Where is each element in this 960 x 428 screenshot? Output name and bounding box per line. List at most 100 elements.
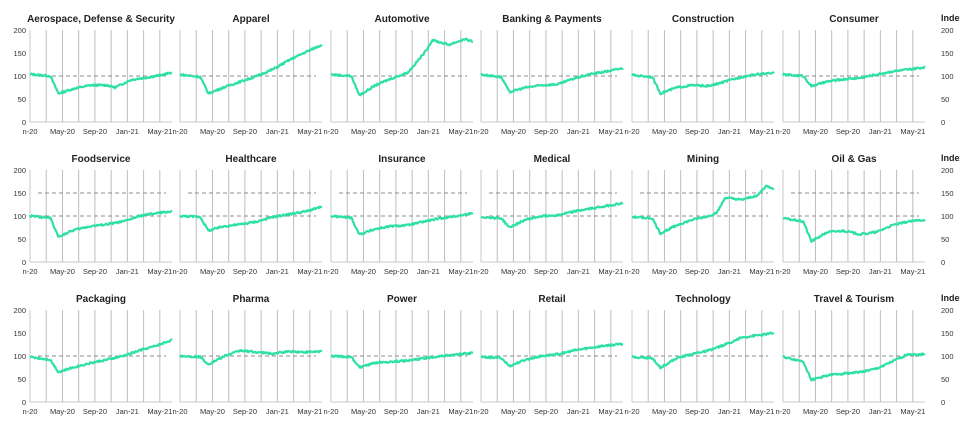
- x-tick-label: Sep-20: [685, 407, 709, 416]
- sector-panel: Technology n-20 May-20 Sep-20 Jan-21 May-21: [624, 294, 775, 416]
- series-line: [330, 37, 474, 97]
- x-tick-label: n-20: [323, 127, 338, 136]
- x-tick-label: Jan-21: [116, 407, 139, 416]
- x-tick-label: May-21: [598, 407, 623, 416]
- series-line: [29, 210, 173, 238]
- x-tick-label: n-20: [323, 407, 338, 416]
- series-line: [480, 201, 624, 229]
- index-axis-title: Index: [941, 293, 960, 303]
- x-tick-label: May-21: [598, 127, 623, 136]
- x-tick-label: May-21: [448, 407, 473, 416]
- x-tick-label: May-20: [351, 267, 376, 276]
- sector-panel: Oil & Gas n-20 May-20 Sep-20 Jan-21 May-21 0 50…: [775, 153, 960, 276]
- panel-title: Travel & Tourism: [814, 294, 895, 305]
- x-tick-label: May-20: [50, 407, 75, 416]
- x-tick-label: May-20: [652, 127, 677, 136]
- sector-panel: Insurance n-20 May-20 Sep-20 Jan-21 May-21: [323, 154, 474, 276]
- x-tick-label: n-20: [172, 127, 187, 136]
- x-tick-label: n-20: [22, 267, 37, 276]
- sector-panel: Retail n-20 May-20 Sep-20 Jan-21 May-21: [473, 294, 623, 416]
- x-tick-label: May-20: [50, 127, 75, 136]
- x-tick-label: Sep-20: [83, 127, 107, 136]
- series-line: [179, 43, 323, 95]
- x-tick-label: n-20: [473, 127, 488, 136]
- x-tick-label: Sep-20: [233, 407, 257, 416]
- x-tick-label: Sep-20: [534, 267, 558, 276]
- y-tick-label-right: 100: [941, 72, 954, 81]
- x-tick-label: Jan-21: [869, 267, 892, 276]
- series-line: [330, 212, 474, 236]
- x-tick-label: Sep-20: [384, 267, 408, 276]
- y-tick-label-right: 200: [941, 166, 954, 175]
- x-tick-label: Jan-21: [116, 267, 139, 276]
- x-tick-label: May-21: [297, 267, 322, 276]
- y-tick-label-right: 150: [941, 189, 954, 198]
- sector-panel: Medical n-20 May-20 Sep-20 Jan-21 May-21: [473, 154, 624, 276]
- x-tick-label: n-20: [775, 407, 790, 416]
- series-line: [782, 216, 926, 243]
- sector-panel: Aerospace, Defense & Security n-20 May-20 S…: [13, 14, 175, 136]
- x-tick-label: Sep-20: [83, 407, 107, 416]
- y-tick-label-right: 0: [941, 398, 945, 407]
- x-tick-label: May-21: [900, 407, 925, 416]
- x-tick-label: Sep-20: [534, 407, 558, 416]
- series-line: [29, 71, 173, 95]
- x-tick-label: Jan-21: [266, 267, 289, 276]
- x-tick-label: May-20: [351, 407, 376, 416]
- x-tick-label: Sep-20: [384, 407, 408, 416]
- x-tick-label: May-20: [50, 267, 75, 276]
- index-axis-title: Index: [941, 13, 960, 23]
- y-tick-label: 50: [18, 95, 26, 104]
- series-line: [631, 71, 775, 96]
- panel-title: Retail: [538, 294, 565, 305]
- x-tick-label: Sep-20: [836, 267, 860, 276]
- panel-title: Banking & Payments: [502, 14, 602, 25]
- x-tick-label: May-20: [501, 127, 526, 136]
- series-line: [330, 351, 474, 369]
- x-tick-label: n-20: [323, 267, 338, 276]
- x-tick-label: n-20: [624, 407, 639, 416]
- x-tick-label: May-20: [200, 267, 225, 276]
- series-line: [480, 342, 624, 368]
- y-tick-label: 200: [13, 306, 26, 315]
- x-tick-label: May-20: [803, 267, 828, 276]
- sector-panel: Travel & Tourism n-20 May-20 Sep-20 Jan-21 Ma…: [775, 293, 960, 416]
- panel-title: Healthcare: [225, 154, 277, 165]
- index-axis-title: Index: [941, 153, 960, 163]
- x-tick-label: n-20: [172, 407, 187, 416]
- sector-panel: Banking & Payments n-20 May-20 Sep-20 Jan-21…: [473, 14, 624, 136]
- sector-panel: Apparel n-20 May-20 Sep-20 Jan-21 May-21: [172, 14, 323, 136]
- panel-title: Medical: [534, 154, 571, 165]
- y-tick-label: 150: [13, 49, 26, 58]
- panel-title: Insurance: [378, 154, 426, 165]
- y-tick-label: 100: [13, 212, 26, 221]
- x-tick-label: May-20: [652, 407, 677, 416]
- series-line: [782, 65, 926, 88]
- y-tick-label-right: 50: [941, 375, 949, 384]
- x-tick-label: May-21: [448, 267, 473, 276]
- panel-title: Pharma: [233, 294, 270, 305]
- x-tick-label: Jan-21: [417, 407, 440, 416]
- x-tick-label: Sep-20: [685, 267, 709, 276]
- panel-title: Construction: [672, 14, 734, 25]
- sector-panel: Power n-20 May-20 Sep-20 Jan-21 May-21: [323, 294, 473, 416]
- x-tick-label: Sep-20: [534, 127, 558, 136]
- sector-panel: Mining n-20 May-20 Sep-20 Jan-21 May-21: [624, 154, 775, 276]
- x-tick-label: May-20: [803, 127, 828, 136]
- panel-title: Automotive: [375, 14, 430, 25]
- y-tick-label-right: 0: [941, 258, 945, 267]
- x-tick-label: Jan-21: [869, 127, 892, 136]
- panel-title: Oil & Gas: [831, 154, 876, 165]
- x-tick-label: Jan-21: [567, 267, 590, 276]
- y-tick-label: 100: [13, 72, 26, 81]
- panel-title: Consumer: [829, 14, 879, 25]
- y-tick-label-right: 150: [941, 49, 954, 58]
- panel-title: Packaging: [76, 294, 126, 305]
- sector-panel: Construction n-20 May-20 Sep-20 Jan-21 May-21: [624, 14, 775, 136]
- x-tick-label: n-20: [624, 267, 639, 276]
- sector-panel: Consumer n-20 May-20 Sep-20 Jan-21 May-21 0 50 1…: [775, 13, 960, 136]
- panel-title: Technology: [675, 294, 731, 305]
- x-tick-label: Jan-21: [116, 127, 139, 136]
- x-tick-label: May-20: [351, 127, 376, 136]
- series-line: [29, 338, 173, 374]
